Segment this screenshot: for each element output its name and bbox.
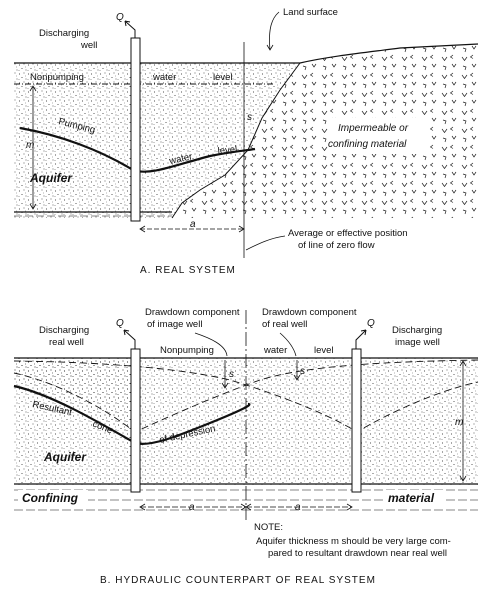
real-aquifer-fill xyxy=(14,63,300,218)
material-label: material xyxy=(388,491,435,505)
hydraulic-m-label: m xyxy=(455,417,463,428)
s-real-label: s xyxy=(300,366,305,377)
real-well-casing xyxy=(130,37,141,222)
pumping-water-level-curve xyxy=(19,126,256,173)
drawdown-real-2: of real well xyxy=(262,319,307,330)
drawdown-real-1: Drawdown component xyxy=(262,307,357,318)
real-pumping-level-label: level xyxy=(217,144,238,157)
hydraulic-counterpart-panel: Q Q Discharging real well Drawdown compo… xyxy=(13,307,479,586)
land-surface-line xyxy=(14,43,479,64)
s-image-label: s xyxy=(229,369,234,380)
hydraulic-level-label: level xyxy=(314,345,334,356)
real-water-label: water xyxy=(152,72,176,83)
a-right-label: a xyxy=(295,502,301,513)
real-system-panel: Q Discharging well Land surface Nonpumpi… xyxy=(14,7,479,276)
confining-label-bg xyxy=(18,490,88,505)
image-well-b-arrow xyxy=(355,329,367,349)
confining-label: Confining xyxy=(22,491,79,505)
real-m-label: m xyxy=(26,140,34,151)
a-left-label: a xyxy=(189,502,195,513)
q-left-label: Q xyxy=(116,318,124,329)
land-surface-label: Land surface xyxy=(283,7,338,18)
leader-drawdown-real xyxy=(279,332,297,357)
zero-flow-label-1: Average or effective position xyxy=(288,228,408,239)
note-line-1: Aquifer thickness m should be very large… xyxy=(256,536,451,547)
impermeable-label-1: Impermeable or xyxy=(338,123,409,134)
real-pumping-water-label: water xyxy=(167,151,193,167)
discharging-real-well-1: Discharging xyxy=(39,325,89,336)
impermeable-material-fill xyxy=(172,44,478,218)
hydraulic-nonpumping-label: Nonpumping xyxy=(160,345,214,356)
cone-upper-blank xyxy=(14,358,135,437)
real-discharging-well-label-1: Discharging xyxy=(39,28,89,39)
impermeable-label-bg xyxy=(328,118,428,154)
real-level-label: level xyxy=(213,72,233,83)
drawdown-image-1: Drawdown component xyxy=(145,307,240,318)
hydraulic-aquifer-label: Aquifer xyxy=(43,450,87,464)
material-label-bg xyxy=(384,490,444,505)
discharging-image-well-2: image well xyxy=(395,337,440,348)
hydraulic-water-label: water xyxy=(263,345,287,356)
image-well-b xyxy=(351,348,362,493)
aquifer-boundary-curve xyxy=(171,62,301,219)
hydraulic-caption: B. HYDRAULIC COUNTERPART OF REAL SYSTEM xyxy=(100,575,376,586)
real-system-caption: A. REAL SYSTEM xyxy=(140,265,236,276)
real-well-b xyxy=(130,348,141,493)
real-a-label: a xyxy=(190,219,196,230)
real-aquifer-label: Aquifer xyxy=(29,171,73,185)
image-well-drawdown-curve xyxy=(13,360,479,433)
resultant-cone-curve xyxy=(13,384,251,445)
discharging-image-well-1: Discharging xyxy=(392,325,442,336)
leader-drawdown-image xyxy=(194,332,228,357)
real-well-b-arrow xyxy=(123,329,136,349)
impermeable-label-2: confining material xyxy=(328,139,407,150)
land-surface-leader xyxy=(269,11,280,51)
zero-flow-leader xyxy=(245,235,286,251)
real-nonpumping-label: Nonpumping xyxy=(30,72,84,83)
real-discharge-arrow xyxy=(124,20,136,38)
note-title: NOTE: xyxy=(254,522,283,533)
note-line-2: pared to resultant drawdown near real we… xyxy=(268,548,447,559)
drawdown-image-2: of image well xyxy=(147,319,202,330)
real-s-label: s xyxy=(247,112,252,123)
q-right-label: Q xyxy=(367,318,375,329)
zero-flow-label-2: of line of zero flow xyxy=(298,240,375,251)
discharging-real-well-2: real well xyxy=(49,337,84,348)
real-q-label: Q xyxy=(116,12,124,23)
real-discharging-well-label-2: well xyxy=(80,40,97,51)
